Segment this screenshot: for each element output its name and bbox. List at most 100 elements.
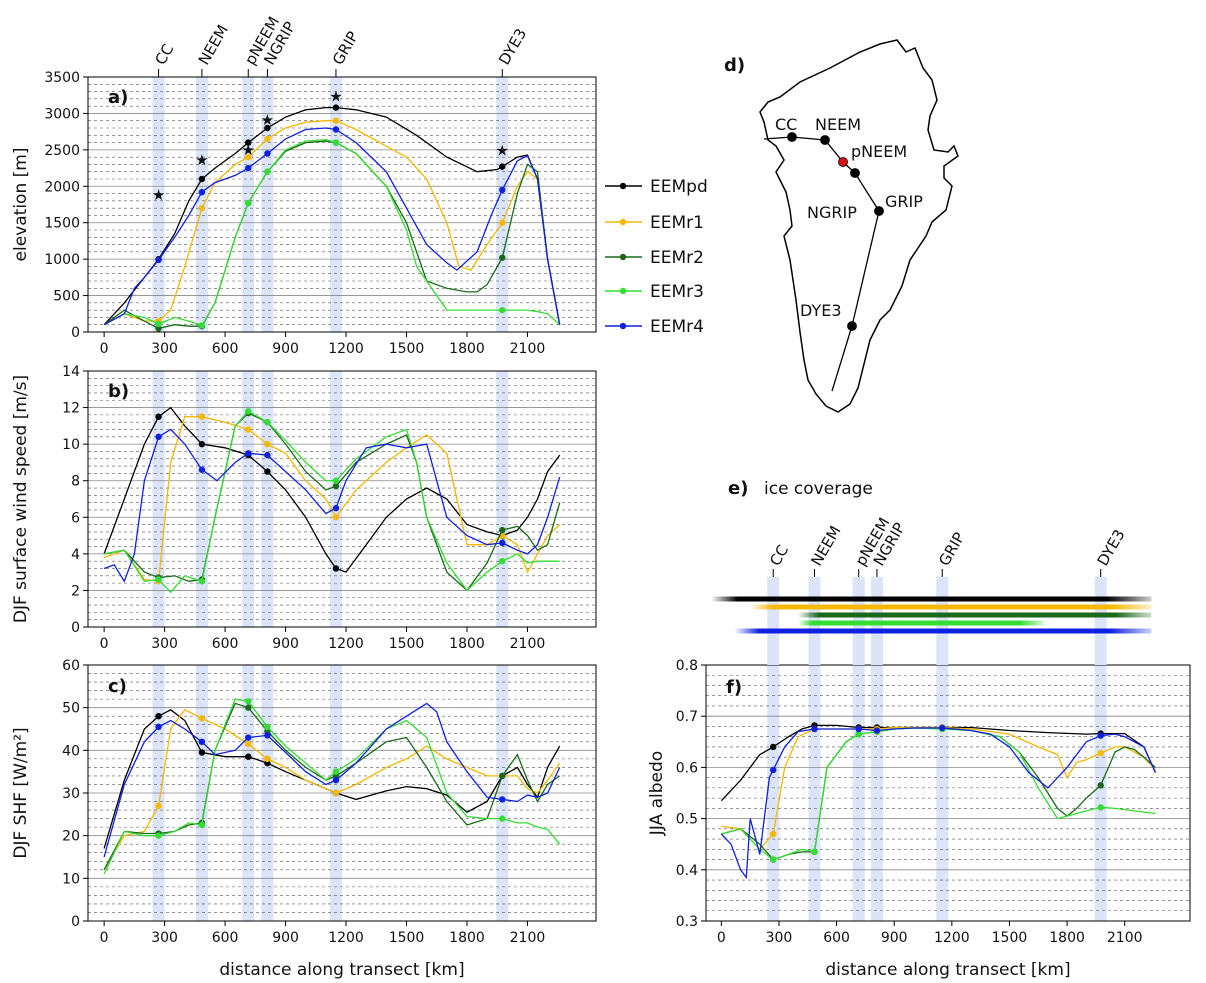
- y-tick-label: 30: [62, 786, 80, 802]
- site-band-pNEEM: [242, 371, 255, 627]
- site-point-EEMr4-NEEM: [198, 738, 206, 745]
- observed-star-marker: ★: [496, 142, 509, 160]
- site-label-CC: CC: [766, 542, 792, 569]
- y-axis-label: DJF SHF [W/m²]: [11, 727, 31, 858]
- site-point-EEMr3-NEEM: [198, 821, 206, 829]
- site-point-EEMpd-CC: [155, 713, 162, 720]
- y-tick-label: 0.6: [676, 760, 698, 776]
- x-tick-label: 300: [151, 930, 178, 946]
- site-band-GRIP: [329, 371, 342, 627]
- ice-coverage-bar-EEMr1: [749, 604, 1152, 610]
- panel-label: d): [724, 55, 745, 76]
- map-site-marker-CC: [787, 132, 797, 142]
- site-point-EEMr3-CC: [770, 856, 777, 863]
- site-label-NEEM: NEEM: [195, 22, 232, 68]
- x-tick-label: 1200: [934, 930, 970, 946]
- series-line-EEMr2: [103, 702, 561, 871]
- panel-d-map: d) CC NEEM pNEEM NGRIP GRIP DYE3: [724, 39, 959, 413]
- map-site-label-DYE3: DYE3: [800, 301, 842, 320]
- site-point-EEMr3-NGRIP: [264, 168, 271, 175]
- site-point-EEMpd-pNEEM: [245, 139, 252, 146]
- ice-coverage-bar-EEMpd: [711, 596, 1152, 602]
- x-tick-label: 2100: [1107, 930, 1143, 946]
- map-site-marker-NEEM: [820, 135, 830, 145]
- site-point-EEMr4-NEEM: [198, 188, 206, 196]
- y-tick-label: 0.3: [676, 914, 698, 930]
- site-point-EEMr1-GRIP: [332, 789, 340, 797]
- y-tick-label: 2000: [44, 179, 80, 195]
- site-point-EEMr4-pNEEM: [245, 734, 252, 741]
- x-tick-label: 2100: [510, 341, 546, 357]
- site-point-EEMr2-DYE3: [499, 526, 506, 534]
- panel-b: 0 2 4 6 8 10 12 14 0 300 600 900 1200 1500 1800 2100 b) D…: [11, 364, 597, 652]
- site-band-CC: [767, 577, 780, 665]
- site-point-EEMr2-CC: [155, 325, 162, 332]
- x-tick-label: 1800: [1049, 930, 1085, 946]
- y-tick-label: 12: [62, 401, 80, 417]
- axes-frame: [87, 370, 597, 628]
- site-point-EEMr4-DYE3: [499, 186, 506, 194]
- site-point-EEMr3-GRIP: [332, 768, 340, 775]
- site-label-GRIP: GRIP: [935, 529, 968, 569]
- site-point-EEMr1-DYE3: [1097, 749, 1104, 757]
- legend-label-EEMr4: EEMr4: [650, 317, 704, 337]
- site-point-EEMr3-NEEM: [198, 578, 206, 585]
- site-point-EEMpd-NEEM: [198, 440, 206, 448]
- x-tick-label: 1800: [449, 341, 485, 357]
- y-tick-label: 0: [71, 914, 80, 930]
- site-point-EEMr2-DYE3: [499, 254, 506, 261]
- legend-label-EEMr3: EEMr3: [650, 282, 704, 302]
- series-line-EEMpd: [103, 406, 561, 573]
- legend-label-EEMpd: EEMpd: [650, 177, 708, 197]
- ice-coverage-bar-EEMr2: [797, 612, 1152, 618]
- site-label-DYE3: DYE3: [1094, 526, 1129, 569]
- site-band-DYE3: [1094, 577, 1107, 665]
- site-band-NEEM: [195, 77, 208, 332]
- panel-label: e): [728, 478, 748, 499]
- legend-marker-EEMr4: [619, 322, 627, 330]
- site-point-EEMpd-GRIP: [332, 104, 340, 111]
- site-point-EEMr1-pNEEM: [245, 426, 252, 433]
- site-point-EEMr4-NEEM: [198, 466, 206, 473]
- site-point-EEMr3-DYE3: [1097, 804, 1104, 811]
- site-band-NGRIP: [870, 665, 883, 921]
- site-point-EEMr1-NGRIP: [264, 135, 271, 143]
- site-point-EEMr1-CC: [155, 802, 162, 809]
- site-label-GRIP: GRIP: [329, 28, 362, 68]
- x-axis-label: distance along transect [km]: [219, 960, 464, 980]
- legend-marker-EEMr3: [619, 287, 627, 295]
- observed-star-marker: ★: [152, 186, 165, 204]
- y-tick-label: 10: [62, 437, 80, 453]
- y-tick-label: 0: [71, 325, 80, 341]
- y-tick-label: 2: [71, 583, 80, 599]
- y-tick-label: 2500: [44, 143, 80, 159]
- site-point-EEMr1-NGRIP: [264, 440, 271, 448]
- site-band-CC: [767, 665, 780, 921]
- site-point-EEMr4-GRIP: [939, 724, 946, 732]
- y-tick-label: 10: [62, 871, 80, 887]
- site-point-EEMpd-NEEM: [198, 175, 206, 183]
- site-point-EEMr4-GRIP: [332, 126, 340, 133]
- x-tick-label: 2100: [510, 636, 546, 652]
- site-point-EEMr3-NEEM: [811, 848, 818, 856]
- site-point-EEMr3-DYE3: [499, 815, 506, 822]
- site-band-CC: [152, 77, 165, 332]
- site-point-EEMr4-GRIP: [332, 504, 340, 512]
- site-point-EEMr3-CC: [155, 832, 162, 839]
- site-point-EEMr1-GRIP: [332, 514, 340, 521]
- ice-coverage-bar-EEMr3: [797, 620, 1044, 626]
- site-point-EEMr3-GRIP: [332, 477, 340, 484]
- observed-star-marker: ★: [195, 151, 208, 169]
- x-tick-label: 1500: [992, 930, 1028, 946]
- y-tick-label: 0.5: [676, 812, 698, 828]
- legend-marker-EEMr1: [619, 218, 627, 226]
- site-point-EEMpd-NGRIP: [264, 124, 271, 132]
- site-point-EEMr2-DYE3: [499, 772, 506, 780]
- greenland-outline: [759, 39, 959, 413]
- site-point-EEMr1-GRIP: [332, 117, 340, 124]
- site-label-NEEM: NEEM: [807, 523, 844, 569]
- site-point-EEMpd-NGRIP: [264, 468, 271, 475]
